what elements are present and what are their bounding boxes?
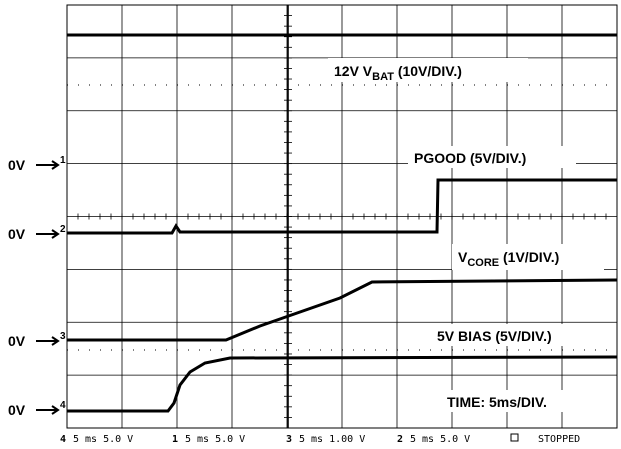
bias-trace: [67, 355, 618, 413]
status-setting: 5 ms 5.0 V: [73, 434, 133, 445]
channel-number: 3: [60, 331, 66, 342]
pgood-trace: [67, 178, 617, 235]
arrow: [36, 229, 60, 239]
zero-level: 0V: [8, 402, 26, 418]
vcore-trace: [67, 278, 618, 342]
status-channel: 2: [397, 434, 403, 445]
channel-number: 4: [60, 400, 66, 411]
bias-label: 5V BIAS (5V/DIV.): [437, 328, 552, 344]
status-setting: 5 ms 1.00 V: [299, 434, 365, 445]
status-channel: 3: [286, 434, 292, 445]
zero-level: 0V: [8, 157, 26, 173]
status-bar: 4 5 ms 5.0 V 1 5 ms 5.0 V 3 5 ms 1.00 V 2 5 ms …: [60, 433, 580, 445]
label-bg: [328, 58, 528, 82]
status-setting: 5 ms 5.0 V: [410, 434, 470, 445]
channel-number: 1: [60, 155, 66, 166]
arrow: [36, 160, 60, 170]
channel-number: 2: [60, 224, 66, 235]
pgood-label: PGOOD (5V/DIV.): [414, 150, 526, 166]
arrow: [36, 405, 60, 415]
stop-box: [510, 433, 519, 442]
vbat-label: 12V VBAT (10V/DIV.): [334, 63, 462, 83]
label-bg: [452, 244, 604, 270]
zero-level: 0V: [8, 226, 26, 242]
vcore-label: VCORE (1V/DIV.): [458, 249, 559, 269]
zero-level: 0V: [8, 333, 26, 349]
status-channel: 1: [172, 434, 178, 445]
status-state: STOPPED: [538, 434, 580, 445]
label-bg: [440, 390, 590, 412]
label-bg: [408, 146, 576, 168]
arrow: [36, 336, 60, 346]
status-channel: 4: [60, 434, 66, 445]
label-bg: [430, 324, 588, 346]
time-label: TIME: 5ms/DIV.: [447, 394, 547, 410]
markers: 0V 1 0V 2 0V 3 0V 4: [8, 155, 66, 418]
status-setting: 5 ms 5.0 V: [185, 434, 245, 445]
